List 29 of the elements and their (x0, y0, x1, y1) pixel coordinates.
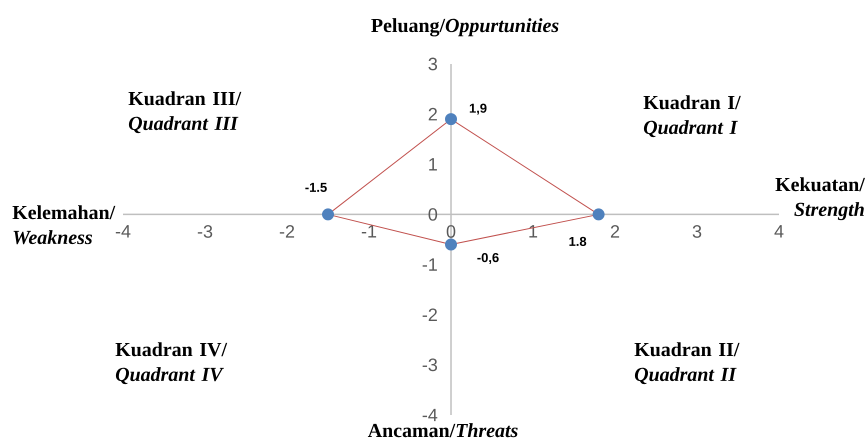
annotation: Kekuatan/ Strength (775, 177, 866, 220)
annotation: Kuadran IV/ Quadrant IV (116, 342, 228, 384)
y-tick-label: 1 (429, 158, 437, 170)
x-tick-label: -4 (116, 225, 130, 238)
y-tick-label: -1 (422, 258, 437, 271)
x-tick-label: 0 (446, 225, 456, 238)
annotation: 1.8 (569, 236, 586, 246)
annotation: Kuadran II/ Quadrant II (634, 342, 740, 384)
y-tick-label: -2 (422, 308, 437, 321)
y-tick-label: 2 (428, 108, 437, 120)
x-tick-label: -2 (280, 225, 294, 238)
text: Kelemahan/ Weakness (12, 205, 116, 244)
annotation: 1,9 (470, 104, 487, 115)
annotation: Kuadran III/ Quadrant III (128, 91, 242, 134)
text: Peluang/Oppurtunities (371, 18, 559, 36)
annotation: Kuadran I/ Quadrant I (644, 95, 741, 138)
x-tick-label: 3 (692, 225, 702, 238)
annotation: -1.5 (305, 182, 327, 192)
y-tick-label: -4 (422, 408, 438, 422)
y-tick-label: -3 (422, 358, 438, 372)
y-tick-label: 3 (428, 58, 438, 70)
annotation: -0,6 (477, 252, 499, 264)
x-tick-label: 1 (529, 225, 538, 238)
text: Ancaman/Threats (368, 423, 518, 438)
x-tick-label: 2 (610, 225, 620, 238)
x-tick-label: 4 (774, 225, 784, 238)
x-tick-label: -1 (362, 225, 376, 238)
y-tick-label: 0 (428, 208, 438, 221)
x-tick-label: -3 (198, 225, 212, 238)
